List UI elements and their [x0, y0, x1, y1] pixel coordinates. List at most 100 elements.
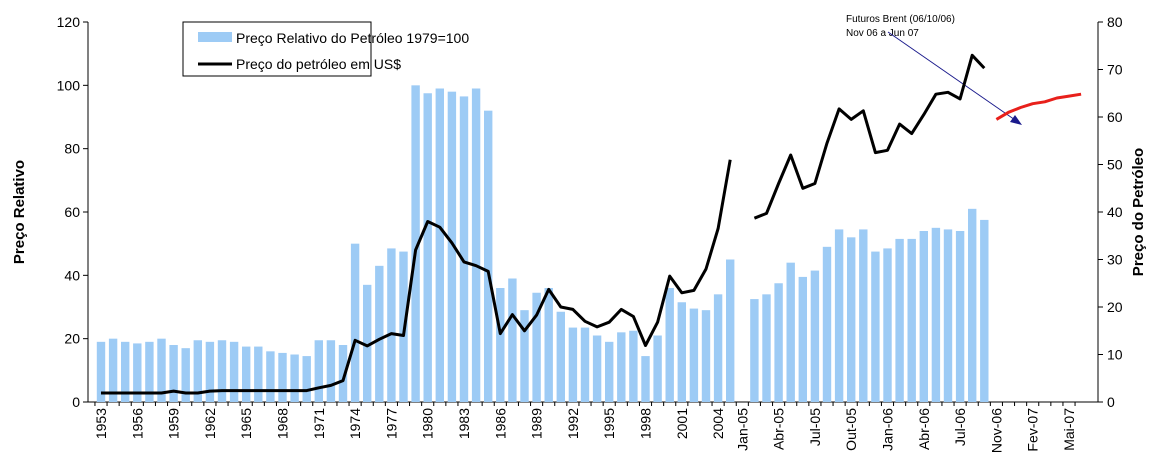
bar: [907, 238, 916, 402]
y2-tick-label: 20: [1107, 299, 1123, 315]
bar: [423, 93, 432, 402]
x-tick-label: Abr-06: [916, 408, 932, 450]
arrow-head: [1010, 115, 1022, 125]
bar: [459, 96, 469, 403]
bar: [532, 292, 541, 402]
legend: [182, 21, 372, 77]
bar: [641, 356, 650, 402]
bar: [592, 335, 602, 402]
x-tick-label: 1965: [238, 408, 254, 439]
y2-tick-label: 30: [1107, 252, 1123, 268]
bar: [847, 237, 856, 402]
bar: [943, 229, 953, 402]
bar: [822, 246, 832, 402]
y-tick-label: 40: [64, 267, 80, 283]
x-tick-label: Mai-07: [1061, 408, 1077, 451]
x-tick-label: 2001: [674, 408, 690, 439]
x-tick-label: Fev-07: [1025, 408, 1041, 452]
bar: [302, 356, 311, 402]
bar: [713, 294, 723, 402]
bar: [871, 251, 880, 402]
bar: [350, 243, 360, 402]
bar: [278, 352, 287, 402]
bar: [108, 338, 118, 402]
y2-tick-label: 50: [1107, 157, 1123, 173]
x-tick-label: 1995: [601, 408, 617, 439]
bar: [955, 231, 965, 402]
bar: [665, 288, 674, 402]
x-tick-label: 1953: [93, 408, 109, 439]
x-tick-label: Nov-06: [988, 408, 1004, 453]
bar: [363, 284, 372, 402]
bar: [883, 248, 892, 402]
x-tick-label: 1977: [383, 408, 399, 439]
annotation: Nov 06 a Jun 07: [846, 28, 919, 39]
x-tick-label: 1962: [202, 408, 218, 439]
x-tick-label: Jul-05: [807, 408, 823, 446]
x-tick-label: 1980: [420, 408, 436, 439]
y-tick-label: 80: [64, 141, 80, 157]
legend-label: Preço do petróleo em US$: [236, 56, 401, 72]
bar: [919, 231, 928, 402]
y2-tick-label: 40: [1107, 204, 1123, 220]
bar: [556, 311, 565, 402]
x-tick-label: 1971: [311, 408, 327, 439]
bar: [242, 346, 251, 402]
x-tick-label: 1986: [492, 408, 508, 439]
bar: [157, 338, 166, 402]
bar: [508, 278, 517, 402]
bar: [375, 265, 384, 402]
legend-swatch: [198, 32, 232, 42]
x-tick-label: Jan-06: [880, 408, 896, 451]
bar: [810, 270, 820, 402]
bar: [798, 276, 807, 402]
bar: [229, 341, 239, 402]
bar: [617, 332, 626, 402]
bar: [605, 341, 614, 402]
bar: [96, 341, 106, 402]
y2-tick-label: 80: [1107, 14, 1123, 30]
bar: [689, 308, 699, 402]
bar: [653, 335, 662, 402]
bar: [435, 88, 444, 402]
x-tick-label: 1998: [638, 408, 654, 439]
bar: [496, 288, 505, 402]
bar: [931, 227, 941, 402]
x-tick-label: 1956: [129, 408, 145, 439]
bar: [762, 294, 771, 402]
x-tick-label: 1983: [456, 408, 472, 439]
x-tick-label: 1989: [529, 408, 545, 439]
y-axis-title: Preço Relativo: [11, 160, 28, 264]
bar: [726, 259, 735, 402]
bar: [254, 346, 263, 402]
bar: [677, 302, 686, 402]
bar: [520, 310, 529, 402]
x-tick-label: 2004: [710, 408, 726, 439]
x-tick-label: 1974: [347, 408, 363, 439]
bar: [484, 110, 493, 403]
bar: [786, 262, 795, 402]
x-tick-label: 1968: [275, 408, 291, 439]
annotation: Futuros Brent (06/10/06): [846, 14, 955, 25]
bar: [169, 345, 178, 402]
legend-label: Preço Relativo do Petróleo 1979=100: [236, 30, 469, 46]
y2-tick-label: 10: [1107, 347, 1123, 363]
bar: [580, 327, 590, 402]
bar: [217, 340, 227, 402]
y-tick-label: 60: [64, 204, 80, 220]
line: [995, 92, 1082, 121]
bar: [968, 208, 977, 402]
annotation-arrow: [887, 31, 1019, 123]
x-tick-label: 1959: [166, 408, 182, 439]
y2-tick-label: 70: [1107, 62, 1123, 78]
bar: [568, 327, 578, 402]
x-tick-label: Jan-05: [734, 408, 750, 451]
bar: [834, 229, 844, 402]
y-tick-label: 20: [64, 331, 80, 347]
bar: [181, 348, 190, 402]
bar: [314, 340, 323, 402]
y2-tick-label: 60: [1107, 109, 1123, 125]
bar: [290, 354, 299, 402]
y-tick-label: 0: [72, 394, 80, 410]
